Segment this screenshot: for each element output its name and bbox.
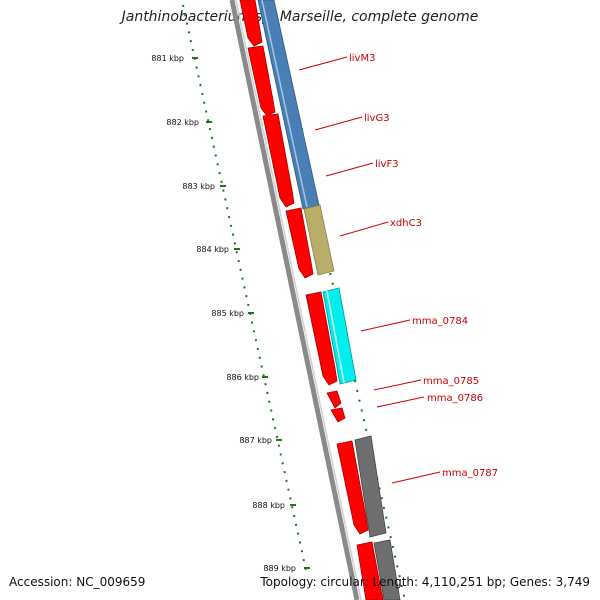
tick-label-889: 889 kbp [263, 564, 296, 573]
cds-features [239, 0, 384, 600]
gene-mma_0784-highlight [326, 290, 345, 384]
gene-features [257, 0, 401, 600]
gene-label-mma_0784: mma_0784 [412, 316, 468, 327]
gene-label-livM3: livM3 [349, 53, 375, 64]
gene-label-livG3: livG3 [364, 113, 390, 124]
gene-livM3-highlight [261, 0, 308, 208]
cds-arrow [326, 390, 342, 409]
cds-arrow [262, 113, 295, 208]
cds-arrow [285, 207, 314, 279]
topology-text: Topology: circular; Length: 4,110,251 bp… [260, 575, 590, 589]
tick-label-884: 884 kbp [196, 245, 229, 254]
callout-line [339, 221, 389, 237]
tick-label-885: 885 kbp [211, 309, 244, 318]
label-callouts [298, 56, 441, 484]
tick-label-887: 887 kbp [239, 436, 272, 445]
scale-dotted-track [182, 4, 308, 576]
callout-line [298, 56, 348, 71]
gene-labels: livM3 livG3 livF3 xdhC3 mma_0784 mma_078… [349, 53, 498, 479]
tick-label-882: 882 kbp [166, 118, 199, 127]
tick-label-886: 886 kbp [226, 373, 259, 382]
cds-arrow [336, 440, 369, 535]
gene-label-mma_0787: mma_0787 [442, 468, 498, 479]
cds-arrow [247, 45, 276, 117]
gene-mma_0787 [354, 435, 387, 538]
gene-label-livF3: livF3 [375, 159, 399, 170]
scale-ticks [192, 57, 310, 569]
callout-line [314, 116, 363, 131]
cds-arrow [239, 0, 263, 47]
genome-title: Janthinobacterium sp. Marseille, complet… [121, 9, 479, 25]
cds-arrow [356, 541, 384, 600]
gene-label-xdhC3: xdhC3 [390, 218, 422, 229]
gene-xdhC3 [303, 204, 335, 276]
callout-line [391, 471, 441, 484]
genome-backbone [229, 0, 360, 600]
tick-label-883: 883 kbp [182, 182, 215, 191]
gene-label-mma_0785: mma_0785 [423, 376, 479, 387]
callout-line [325, 162, 374, 177]
gene-label-mma_0786: mma_0786 [427, 393, 483, 404]
tick-label-888: 888 kbp [252, 501, 285, 510]
cds-arrow [330, 407, 346, 423]
genome-backbone-highlight [235, 0, 362, 600]
tick-labels: 881 kbp 882 kbp 883 kbp 884 kbp 885 kbp … [151, 54, 296, 573]
cds-arrow [305, 291, 338, 386]
gene-mma_0787b [373, 539, 401, 600]
callout-line [360, 319, 411, 332]
callout-line [376, 396, 425, 408]
tick-label-881: 881 kbp [151, 54, 184, 63]
accession-text: Accession: NC_009659 [9, 575, 146, 589]
callout-line [373, 379, 422, 391]
